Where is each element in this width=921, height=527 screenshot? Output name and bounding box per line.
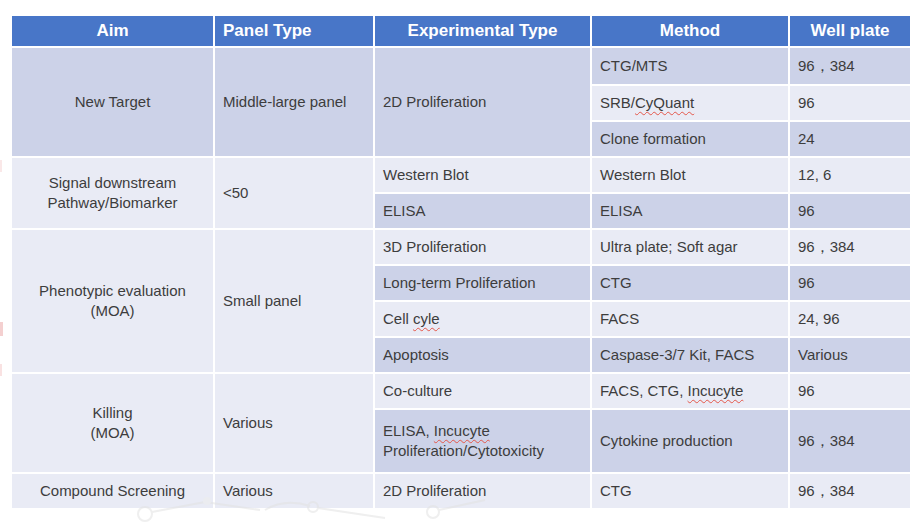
cell-exp-3d-proliferation: 3D Proliferation xyxy=(374,229,591,265)
cell-well-plate: 96，384 xyxy=(789,229,911,265)
cell-aim-compound-screening: Compound Screening xyxy=(11,473,214,509)
cell-well-plate: 12, 6 xyxy=(789,157,911,193)
edge-artifact xyxy=(0,160,2,172)
spellcheck-flagged-word: Incucyte xyxy=(434,422,490,439)
cell-method: CTG/MTS xyxy=(591,47,789,85)
cell-well-plate: 96 xyxy=(789,265,911,301)
column-header-experimental-type: Experimental Type xyxy=(374,15,591,47)
cell-well-plate: 96 xyxy=(789,85,911,121)
cell-method: ELISA xyxy=(591,193,789,229)
edge-artifact xyxy=(0,322,3,336)
aim-line: (MOA) xyxy=(16,301,209,321)
exp-text: ELISA, xyxy=(383,422,434,439)
exp-text: Proliferation/Cytotoxicity xyxy=(383,442,544,459)
edge-artifact xyxy=(0,364,2,376)
table-row: Killing(MOA) Various Co-culture FACS, CT… xyxy=(11,373,911,409)
cell-well-plate: 96 xyxy=(789,193,911,229)
cell-method: CTG xyxy=(591,265,789,301)
method-text: FACS, CTG, xyxy=(600,382,688,399)
header-row: Aim Panel Type Experimental Type Method … xyxy=(11,15,911,47)
cell-aim-new-target: New Target xyxy=(11,47,214,157)
cell-panel-small: Small panel xyxy=(214,229,374,373)
cell-exp-elisa-incucyte: ELISA, Incucyte Proliferation/Cytotoxici… xyxy=(374,409,591,473)
cell-exp-long-term-proliferation: Long-term Proliferation xyxy=(374,265,591,301)
cell-method: FACS xyxy=(591,301,789,337)
aim-line: (MOA) xyxy=(16,423,209,443)
aim-line: Pathway/Biomarker xyxy=(16,193,209,213)
cell-exp-2d-proliferation: 2D Proliferation xyxy=(374,473,591,509)
cell-exp-2d-proliferation: 2D Proliferation xyxy=(374,47,591,157)
column-header-well-plate: Well plate xyxy=(789,15,911,47)
cell-well-plate: 24 xyxy=(789,121,911,157)
cell-panel-middle-large: Middle-large panel xyxy=(214,47,374,157)
cell-method: Western Blot xyxy=(591,157,789,193)
column-header-panel-type: Panel Type xyxy=(214,15,374,47)
method-text: SRB/ xyxy=(600,94,635,111)
cell-well-plate: 96，384 xyxy=(789,409,911,473)
cell-well-plate: 96，384 xyxy=(789,473,911,509)
cell-method: CTG xyxy=(591,473,789,509)
spellcheck-flagged-word: cyle xyxy=(413,310,440,327)
cell-method: Clone formation xyxy=(591,121,789,157)
aim-line: Phenotypic evaluation xyxy=(16,281,209,301)
exp-text: Cell xyxy=(383,310,413,327)
cell-aim-signal-downstream: Signal downstreamPathway/Biomarker xyxy=(11,157,214,229)
cell-exp-apoptosis: Apoptosis xyxy=(374,337,591,373)
cell-exp-western-blot: Western Blot xyxy=(374,157,591,193)
aim-line: Signal downstream xyxy=(16,173,209,193)
cell-method: SRB/CyQuant xyxy=(591,85,789,121)
cell-exp-cell-cycle: Cell cyle xyxy=(374,301,591,337)
spellcheck-flagged-word: Incucyte xyxy=(688,382,744,399)
table-row: Signal downstreamPathway/Biomarker <50 W… xyxy=(11,157,911,193)
cell-exp-elisa: ELISA xyxy=(374,193,591,229)
column-header-method: Method xyxy=(591,15,789,47)
table-row: Compound Screening Various 2D Proliferat… xyxy=(11,473,911,509)
assay-strategy-table: Aim Panel Type Experimental Type Method … xyxy=(10,14,912,510)
table-row: New Target Middle-large panel 2D Prolife… xyxy=(11,47,911,85)
cell-method: Ultra plate; Soft agar xyxy=(591,229,789,265)
cell-well-plate: 96，384 xyxy=(789,47,911,85)
cell-aim-killing: Killing(MOA) xyxy=(11,373,214,473)
cell-panel-various: Various xyxy=(214,473,374,509)
cell-well-plate: 96 xyxy=(789,373,911,409)
cell-method: Cytokine production xyxy=(591,409,789,473)
cell-well-plate: 24, 96 xyxy=(789,301,911,337)
aim-line: Killing xyxy=(16,403,209,423)
table-row: Phenotypic evaluation(MOA) Small panel 3… xyxy=(11,229,911,265)
cell-panel-lt50: <50 xyxy=(214,157,374,229)
cell-method: Caspase-3/7 Kit, FACS xyxy=(591,337,789,373)
cell-well-plate: Various xyxy=(789,337,911,373)
spellcheck-flagged-word: CyQuant xyxy=(635,94,694,111)
cell-exp-co-culture: Co-culture xyxy=(374,373,591,409)
cell-panel-various: Various xyxy=(214,373,374,473)
cell-aim-phenotypic-evaluation: Phenotypic evaluation(MOA) xyxy=(11,229,214,373)
column-header-aim: Aim xyxy=(11,15,214,47)
cell-method: FACS, CTG, Incucyte xyxy=(591,373,789,409)
